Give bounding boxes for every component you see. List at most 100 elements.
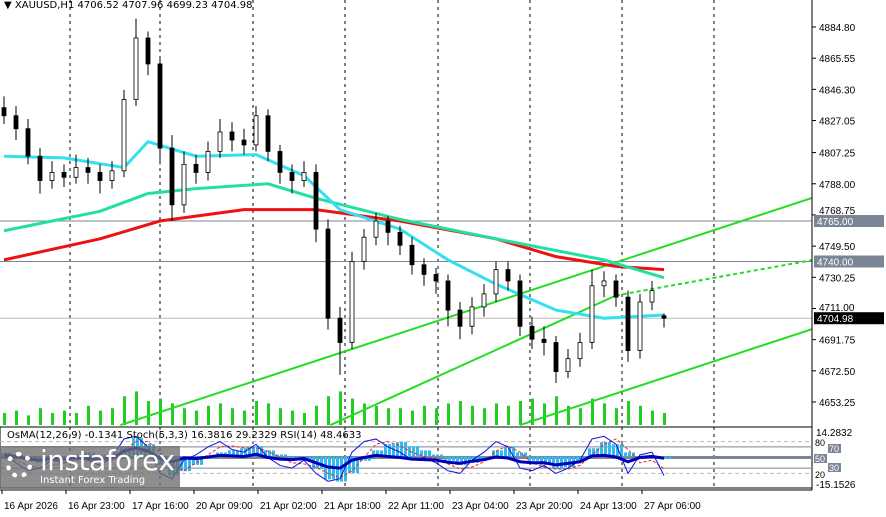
candle-body bbox=[589, 285, 595, 343]
volume-bar bbox=[375, 405, 378, 425]
candle-body bbox=[385, 220, 391, 233]
time-tick-label: 21 Apr 02:00 bbox=[260, 501, 317, 512]
osma-bar bbox=[436, 454, 439, 457]
level-tag bbox=[814, 215, 884, 228]
dropdown-arrow-icon[interactable]: ▼ bbox=[4, 0, 15, 11]
osma-bar bbox=[252, 446, 255, 457]
channel-line bbox=[329, 294, 617, 426]
osma-min-label: -15.1526 bbox=[816, 480, 856, 491]
volume-bar bbox=[483, 408, 486, 425]
price-tick-label: 4807.25 bbox=[819, 149, 856, 160]
osma-bar bbox=[412, 446, 415, 457]
osma-bar bbox=[480, 456, 483, 459]
oscillator-level-label: 80 bbox=[815, 438, 825, 448]
osma-bar bbox=[384, 444, 387, 457]
candle-body bbox=[493, 269, 499, 295]
volume-bar bbox=[399, 408, 402, 425]
osma-bar bbox=[612, 444, 615, 457]
gear-logo-icon bbox=[6, 452, 32, 478]
level-tag-label: 4740.00 bbox=[817, 258, 854, 269]
volume-bar bbox=[267, 403, 270, 425]
time-tick-label: 17 Apr 16:00 bbox=[132, 501, 189, 512]
channel-line bbox=[615, 254, 841, 297]
price-tick-label: 4711.00 bbox=[819, 303, 855, 314]
channel-line bbox=[519, 318, 841, 427]
osma-bar bbox=[580, 456, 583, 461]
candle-body bbox=[13, 115, 19, 130]
osma-bar bbox=[256, 446, 259, 457]
osma-bar bbox=[668, 456, 671, 459]
osma-bar bbox=[428, 450, 431, 457]
candle-body bbox=[133, 37, 139, 100]
price-tick-label: 4884.80 bbox=[819, 23, 856, 34]
osma-bar bbox=[588, 448, 591, 457]
price-tick-label: 4788.00 bbox=[819, 180, 856, 191]
volume-bar bbox=[495, 403, 498, 425]
candle-body bbox=[49, 172, 55, 181]
osma-bar bbox=[500, 450, 503, 457]
volume-bar bbox=[627, 401, 630, 425]
volume-bar bbox=[231, 408, 234, 425]
osma-bar bbox=[448, 456, 451, 461]
volume-bar bbox=[543, 403, 546, 425]
osma-bar bbox=[400, 442, 403, 457]
price-tick-label: 4730.25 bbox=[819, 273, 856, 284]
osma-bar bbox=[484, 456, 487, 459]
price-tick-label: 4846.30 bbox=[819, 85, 856, 96]
osma-bar bbox=[324, 456, 327, 480]
osma-bar bbox=[624, 452, 627, 457]
candle-body bbox=[277, 150, 283, 173]
indicator-header: OsMA(12,26,9) -0.1341 Stoch(5,3,3) 16.38… bbox=[7, 430, 362, 441]
osma-bar bbox=[536, 456, 539, 461]
price-tick-label: 4749.50 bbox=[819, 242, 856, 253]
volume-bar bbox=[243, 410, 246, 425]
osma-bar bbox=[236, 450, 239, 457]
symbol-label: XAUUSD,H1 bbox=[14, 0, 75, 11]
osma-bar bbox=[596, 448, 599, 457]
volume-bar bbox=[207, 405, 210, 425]
volume-bar bbox=[579, 408, 582, 425]
candle-body bbox=[217, 131, 223, 152]
candle-body bbox=[433, 274, 439, 282]
osma-bar bbox=[456, 456, 459, 465]
time-tick-label: 16 Apr 2026 bbox=[4, 501, 58, 512]
candle-body bbox=[457, 309, 463, 327]
volume-bar bbox=[99, 410, 102, 425]
osma-bar bbox=[200, 456, 203, 465]
osma-bar bbox=[628, 452, 631, 457]
volume-bar bbox=[75, 413, 78, 425]
volume-bar bbox=[219, 403, 222, 425]
oscillator-level-label: 20 bbox=[815, 470, 825, 480]
volume-bar bbox=[3, 413, 6, 425]
osma-bar bbox=[240, 448, 243, 457]
osma-bar bbox=[544, 456, 547, 465]
volume-bar bbox=[603, 403, 606, 425]
osma-bar bbox=[620, 444, 623, 457]
candle-body bbox=[661, 315, 667, 319]
osma-bar bbox=[372, 450, 375, 457]
candle-body bbox=[145, 37, 151, 65]
candle-body bbox=[529, 325, 535, 340]
osma-bar bbox=[248, 448, 251, 457]
candle-body bbox=[361, 236, 367, 262]
osma-bar bbox=[392, 444, 395, 457]
candle-body bbox=[205, 150, 211, 173]
osma-bar bbox=[632, 452, 635, 457]
price-tick-label: 4653.25 bbox=[819, 398, 856, 409]
oscillator-level-label: 50 bbox=[815, 454, 825, 464]
candle-body bbox=[445, 280, 451, 311]
channel-line bbox=[120, 187, 841, 427]
candle-body bbox=[373, 220, 379, 238]
candle-body bbox=[289, 172, 295, 181]
osma-bar bbox=[380, 450, 383, 457]
osma-bar bbox=[552, 456, 555, 470]
volume-bar bbox=[195, 410, 198, 425]
osma-bar bbox=[292, 456, 295, 459]
level-tag bbox=[814, 454, 827, 463]
ma-slow-line bbox=[3, 208, 665, 272]
price-tick-label: 4827.05 bbox=[819, 117, 856, 128]
candle-body bbox=[577, 342, 583, 360]
logo-tagline: Instant Forex Trading bbox=[40, 475, 146, 486]
osma-bar bbox=[416, 446, 419, 457]
